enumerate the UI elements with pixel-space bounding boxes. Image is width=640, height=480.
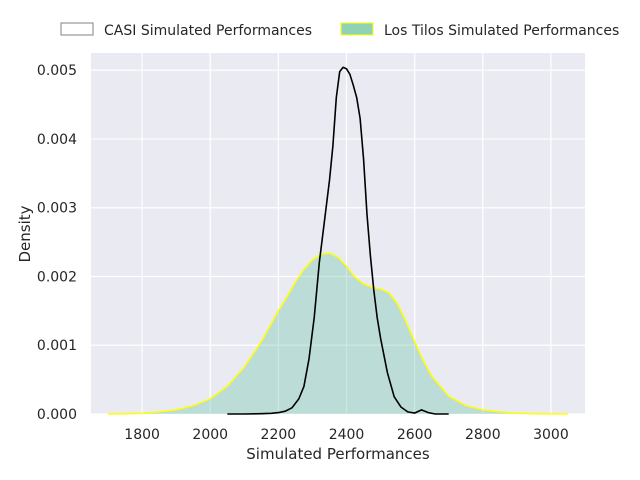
y-tick-label: 0.003 bbox=[37, 201, 77, 217]
x-tick-label: 2000 bbox=[192, 427, 228, 443]
x-tick-label: 3000 bbox=[533, 427, 569, 443]
plot-background bbox=[91, 53, 585, 414]
legend-label-casi: CASI Simulated Performances bbox=[104, 23, 312, 39]
legend: CASI Simulated Performances Los Tilos Si… bbox=[60, 22, 619, 39]
grid bbox=[91, 53, 585, 415]
x-tick-labels: 1800 2000 2200 2400 2600 2800 3000 bbox=[124, 427, 568, 443]
x-axis-label: Simulated Performances bbox=[246, 445, 430, 463]
y-tick-label: 0.002 bbox=[37, 269, 77, 285]
x-tick-label: 2800 bbox=[465, 427, 501, 443]
x-tick-label: 2400 bbox=[329, 427, 365, 443]
x-tick-label: 1800 bbox=[124, 427, 160, 443]
y-tick-labels: 0.000 0.001 0.002 0.003 0.004 0.005 bbox=[37, 63, 77, 423]
y-tick-label: 0.000 bbox=[37, 407, 77, 423]
series-layer bbox=[107, 66, 569, 415]
legend-label-los-tilos: Los Tilos Simulated Performances bbox=[384, 23, 619, 39]
series-line-casi bbox=[227, 66, 449, 415]
x-tick-label: 2600 bbox=[397, 427, 433, 443]
legend-swatch-casi bbox=[60, 22, 94, 36]
y-tick-label: 0.004 bbox=[37, 132, 77, 148]
x-tick-label: 2200 bbox=[261, 427, 297, 443]
series-line-los-tilos bbox=[107, 252, 569, 415]
y-tick-label: 0.005 bbox=[37, 63, 77, 79]
legend-swatch-los-tilos bbox=[340, 22, 374, 36]
y-tick-label: 0.001 bbox=[37, 338, 77, 354]
y-axis-label: Density bbox=[16, 205, 34, 262]
series-area-los-tilos bbox=[108, 253, 568, 414]
